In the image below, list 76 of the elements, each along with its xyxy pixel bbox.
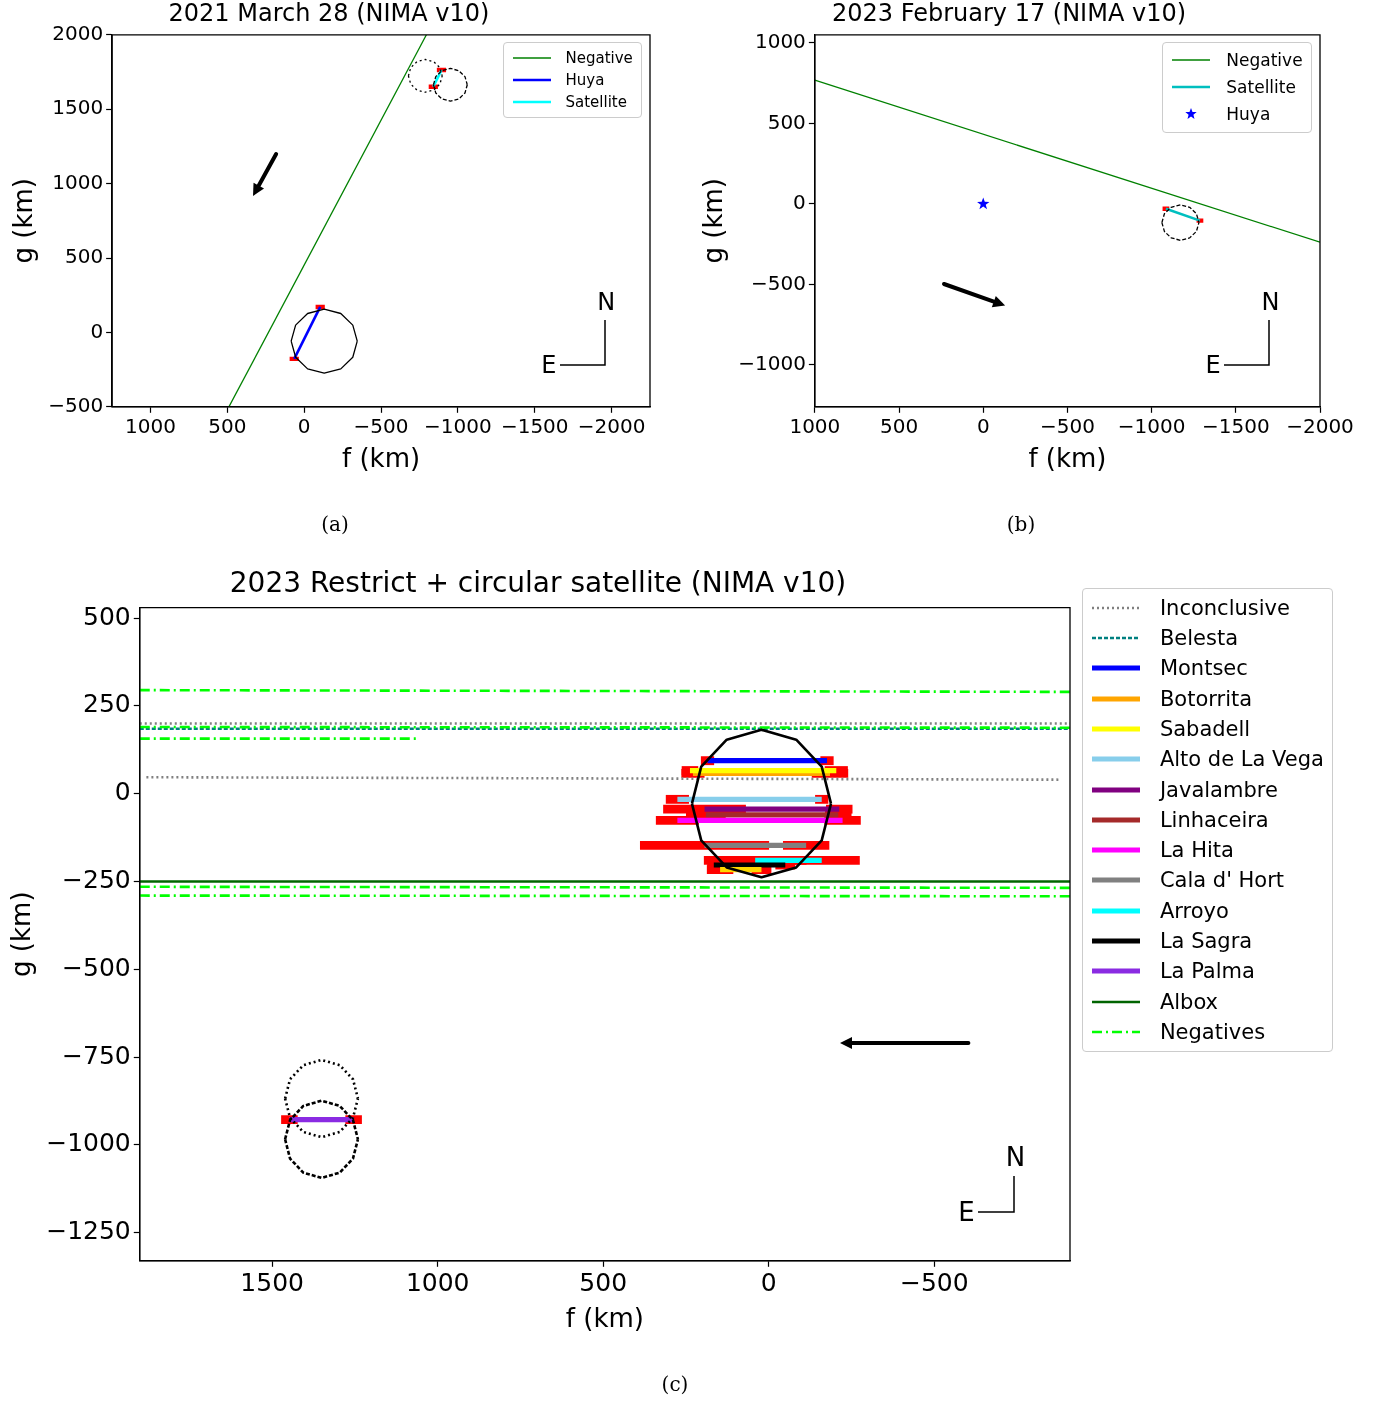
x-tick-label: 500: [879, 414, 919, 438]
y-tick-label: 2000: [52, 21, 104, 45]
legend-label: Negative: [1226, 50, 1303, 71]
legend-label: Huya: [565, 70, 605, 89]
y-tick-label: −500: [62, 952, 131, 982]
text: (a): [321, 512, 349, 536]
legend-label: Montsec: [1159, 656, 1248, 681]
annotation: E: [541, 350, 557, 379]
y-axis-title: g (km): [8, 178, 39, 264]
x-tick-label: −1500: [500, 414, 569, 438]
legend-label: Arroyo: [1159, 898, 1229, 923]
chart-title: 2021 March 28 (NIMA v10): [168, 0, 490, 27]
legend-label: Huya: [1226, 104, 1271, 125]
x-tick-label: 1000: [125, 414, 176, 438]
annotation: N: [1005, 1142, 1026, 1173]
legend-label: Satellite: [1226, 77, 1296, 98]
legend-label: Satellite: [565, 92, 627, 111]
x-axis-title: f (km): [342, 443, 421, 474]
y-tick-label: −1250: [46, 1216, 131, 1246]
text: (c): [661, 1372, 689, 1396]
x-tick-label: 500: [579, 1268, 628, 1298]
y-tick-label: −500: [48, 393, 104, 417]
x-tick-label: −1000: [424, 414, 492, 438]
legend-label: Linhaceira: [1159, 807, 1269, 832]
annotation: E: [958, 1197, 975, 1228]
x-tick-label: 500: [208, 414, 247, 438]
y-tick-label: −750: [62, 1040, 131, 1070]
legend-label: Negatives: [1159, 1019, 1266, 1044]
y-tick-label: −1000: [738, 351, 806, 376]
y-tick-label: −500: [750, 270, 806, 295]
x-tick-label: 0: [976, 414, 990, 438]
legend-label: Javalambre: [1159, 777, 1278, 802]
legend-label: La Hita: [1159, 838, 1234, 863]
x-tick-label: −1000: [1117, 414, 1186, 438]
text: (b): [1006, 512, 1036, 536]
legend-label: Cala d' Hort: [1159, 868, 1285, 893]
legend-label: La Palma: [1159, 959, 1255, 984]
annotation: N: [1261, 287, 1280, 316]
legend-label: Inconclusive: [1159, 595, 1290, 620]
y-tick-label: 1000: [754, 29, 806, 54]
y-tick-label: 0: [793, 190, 806, 215]
chart-title: 2023 Restrict + circular satellite (NIMA v10): [229, 566, 847, 600]
legend-label: Botorrita: [1159, 686, 1253, 711]
legend-label: Alto de La Vega: [1159, 747, 1324, 772]
y-tick-label: 1500: [52, 95, 104, 120]
y-axis-title: g (km): [698, 178, 729, 264]
y-tick-label: 1000: [52, 169, 104, 194]
y-tick-label: 500: [767, 109, 806, 134]
x-tick-label: −2000: [1286, 414, 1354, 438]
y-tick-label: −250: [62, 865, 131, 895]
legend-label: Belesta: [1159, 626, 1239, 651]
x-tick-label: −2000: [577, 414, 646, 438]
x-tick-label: 0: [297, 414, 311, 438]
x-tick-label: 1000: [789, 414, 841, 438]
legend-label: Sabadell: [1159, 716, 1251, 741]
legend-label: Negative: [565, 48, 633, 67]
y-tick-label: 0: [90, 318, 104, 343]
x-tick-label: 1000: [405, 1268, 470, 1298]
chart-title: 2023 February 17 (NIMA v10): [831, 0, 1187, 27]
y-tick-label: −1000: [46, 1128, 131, 1158]
legend-label: La Sagra: [1159, 929, 1253, 953]
x-axis-title: f (km): [565, 1303, 644, 1334]
y-tick-label: 0: [114, 777, 131, 807]
x-tick-label: −500: [899, 1268, 969, 1298]
y-tick-label: 500: [64, 244, 104, 269]
y-axis-title: g (km): [6, 891, 37, 977]
annotation: E: [1205, 350, 1221, 379]
annotation: N: [597, 287, 616, 316]
y-tick-label: 500: [83, 601, 131, 631]
x-tick-label: −1500: [1201, 414, 1270, 438]
x-tick-label: 1500: [240, 1268, 304, 1298]
y-tick-label: 250: [83, 689, 131, 719]
x-tick-label: −500: [1039, 414, 1095, 438]
x-axis-title: f (km): [1028, 443, 1107, 474]
legend-label: Albox: [1159, 989, 1219, 1014]
x-tick-label: −500: [353, 414, 409, 438]
